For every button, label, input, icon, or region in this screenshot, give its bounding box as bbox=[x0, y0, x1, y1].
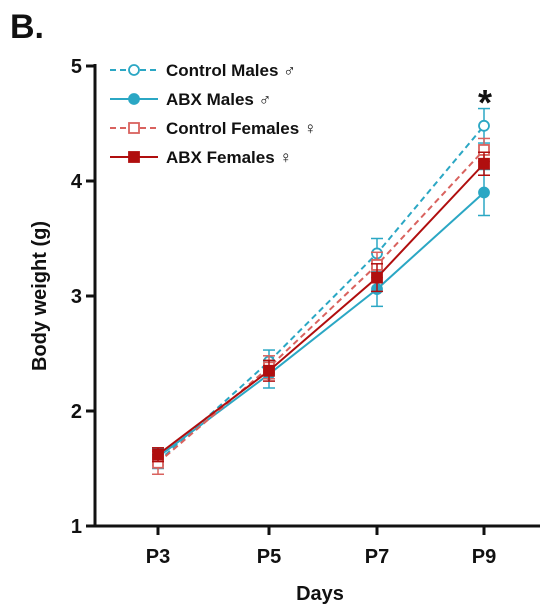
data-point bbox=[263, 364, 275, 377]
legend: Control Males ♂ ABX Males ♂ Control Female… bbox=[110, 61, 317, 167]
legend-marker bbox=[128, 93, 140, 105]
x-tick-label: P7 bbox=[365, 546, 389, 568]
data-point bbox=[478, 186, 490, 199]
legend-marker bbox=[128, 122, 140, 134]
legend-label: ABX Males ♂ bbox=[166, 90, 271, 109]
y-tick-label: 3 bbox=[71, 286, 82, 308]
significance-marker: * bbox=[478, 82, 492, 123]
y-tick-label: 2 bbox=[71, 401, 82, 423]
data-point bbox=[478, 157, 490, 170]
legend-marker bbox=[128, 64, 140, 76]
legend-marker bbox=[128, 151, 140, 163]
legend-label: Control Males ♂ bbox=[166, 61, 296, 80]
axes: 1 2 3 4 5 P3 P5 P7 P9 bbox=[71, 56, 540, 568]
x-tick-label: P5 bbox=[257, 546, 281, 568]
y-tick-label: 1 bbox=[71, 516, 82, 538]
x-axis-title: Days bbox=[296, 583, 344, 605]
series-line bbox=[157, 163, 485, 456]
data-point bbox=[371, 271, 383, 284]
series-line bbox=[157, 125, 485, 463]
x-tick-label: P9 bbox=[472, 546, 496, 568]
legend-label: ABX Females ♀ bbox=[166, 148, 292, 167]
y-tick-label: 5 bbox=[71, 56, 82, 78]
plot-area bbox=[152, 107, 490, 475]
legend-label: Control Females ♀ bbox=[166, 119, 317, 138]
series-group bbox=[152, 151, 490, 463]
panel-label: B. bbox=[10, 8, 44, 46]
y-axis-title: Body weight (g) bbox=[29, 221, 51, 371]
data-point bbox=[152, 448, 164, 461]
data-point bbox=[478, 119, 490, 132]
y-tick-label: 4 bbox=[71, 171, 83, 193]
series-line bbox=[157, 149, 485, 464]
x-tick-label: P3 bbox=[146, 546, 170, 568]
